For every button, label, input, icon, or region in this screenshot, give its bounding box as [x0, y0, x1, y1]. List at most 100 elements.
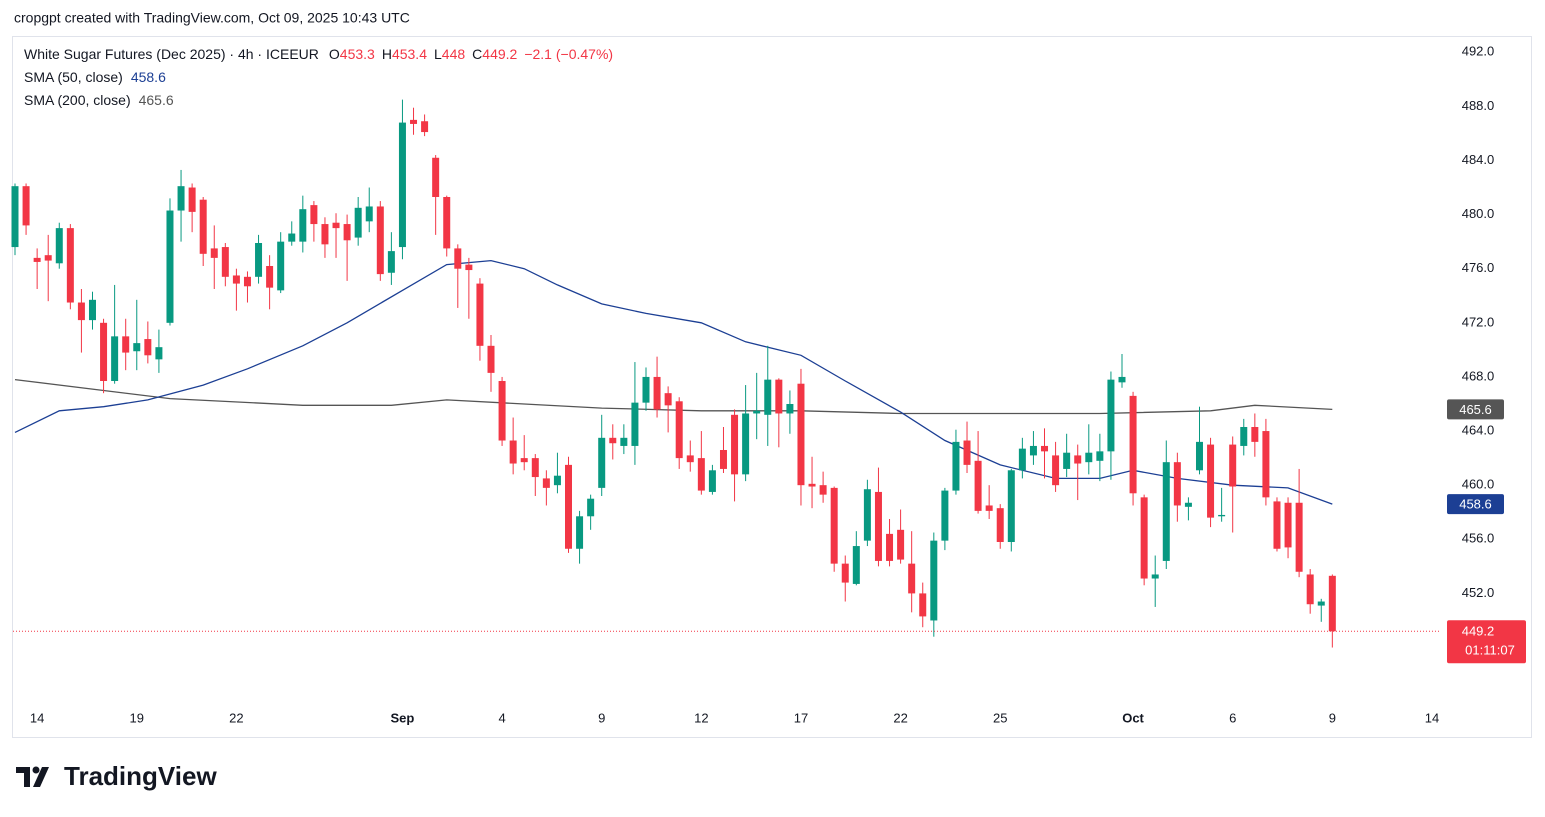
candle-body	[565, 464, 572, 549]
x-tick-label: 22	[893, 710, 907, 725]
candle-body	[122, 336, 130, 353]
candle-body	[443, 196, 451, 249]
candle-body	[719, 449, 727, 469]
candle-body	[874, 491, 882, 561]
candle-body	[886, 533, 894, 561]
x-tick-label: Sep	[391, 710, 415, 725]
y-tick-label: 472.0	[1462, 314, 1495, 329]
candle-body	[1074, 455, 1082, 464]
candle-body	[520, 458, 528, 463]
ohlc-key: H	[382, 46, 392, 62]
x-tick-label: 9	[1329, 710, 1336, 725]
candle-body	[332, 222, 340, 229]
ohlc-value: 448	[442, 46, 466, 62]
candle-body	[1240, 426, 1248, 446]
candle-body	[410, 119, 418, 124]
legend-row: SMA (200, close) 465.6	[24, 92, 174, 108]
candle-body	[199, 199, 207, 254]
y-tick-label: 492.0	[1462, 44, 1495, 59]
ohlc-value: 453.3	[340, 46, 375, 62]
price-axis: 452.0 456.0 460.0 464.0 468.0 472.0 476.0 480.0…	[1447, 44, 1526, 664]
sma-legend-value: 458.6	[131, 69, 166, 85]
candle-body	[376, 206, 384, 275]
candle-body	[88, 299, 96, 321]
candle-body	[1063, 452, 1071, 469]
candle-body	[1251, 426, 1259, 442]
candle-body	[1184, 502, 1192, 507]
candle-body	[576, 516, 584, 549]
candle-body	[863, 489, 871, 541]
candle-body	[432, 157, 440, 197]
candle-body	[299, 209, 307, 242]
candle-body	[919, 593, 927, 617]
candle-body	[221, 247, 229, 277]
candle-body	[963, 440, 971, 465]
candle-body	[343, 224, 351, 241]
candle-body	[398, 122, 406, 248]
candle-body	[553, 475, 561, 486]
candle-body	[1262, 431, 1270, 498]
candle-body	[819, 485, 827, 495]
legend-row: White Sugar Futures (Dec 2025) · 4h · IC…	[24, 46, 613, 62]
y-tick-label: 468.0	[1462, 368, 1495, 383]
plot-area: 14 19 22 Sep 4 9 12 17 22 25 Oct 6 9 14	[11, 99, 1440, 725]
candle-body	[1096, 451, 1104, 461]
candle-body	[753, 410, 761, 414]
candle-body	[365, 206, 373, 222]
candle-body	[930, 540, 938, 621]
candle-body	[33, 257, 41, 262]
x-tick-label: 25	[993, 710, 1007, 725]
logo-shape	[16, 767, 30, 787]
last-price-tag	[1447, 620, 1526, 664]
sma-price-tag-label: 458.6	[1459, 497, 1492, 512]
candle-body	[1306, 574, 1314, 605]
sma-legend-name: SMA (200, close)	[24, 92, 131, 108]
candle-body	[642, 376, 650, 403]
candle-body	[387, 251, 395, 273]
last-price-tag-label: 449.2	[1462, 624, 1495, 639]
candle-body	[1317, 601, 1325, 606]
candle-body	[266, 265, 274, 288]
candle-body	[288, 233, 296, 242]
candle-body	[786, 403, 794, 414]
y-tick-label: 484.0	[1462, 152, 1495, 167]
ohlc-value: 449.2	[482, 46, 517, 62]
candle-body	[675, 401, 683, 459]
candle-body	[708, 470, 716, 492]
candle-body	[764, 379, 772, 415]
candle-body	[974, 460, 982, 511]
candle-body	[1229, 444, 1237, 487]
candle-body	[653, 376, 661, 410]
x-tick-label: 22	[229, 710, 243, 725]
countdown-label: 01:11:07	[1465, 643, 1515, 658]
x-tick-label: 14	[1425, 710, 1439, 725]
candle-body	[1162, 462, 1170, 561]
sma-legend-name: SMA (50, close)	[24, 69, 123, 85]
candle-body	[476, 283, 484, 346]
candle-body	[155, 347, 163, 360]
candle-body	[797, 383, 805, 486]
candle-body	[1118, 376, 1126, 383]
candle-body	[1195, 441, 1203, 471]
candle-body	[1218, 514, 1226, 517]
candle-body	[11, 186, 19, 248]
candle-body	[1173, 462, 1181, 506]
candle-body	[321, 224, 329, 245]
change-label: −2.1 (−0.47%)	[524, 46, 613, 62]
candle-body	[1140, 497, 1148, 579]
candle-body	[1295, 502, 1303, 572]
ohlc-key: L	[434, 46, 442, 62]
candle-body	[77, 302, 85, 321]
candle-body	[232, 275, 240, 284]
candle-body	[277, 241, 285, 291]
sma-legend-value: 465.6	[139, 92, 174, 108]
candle-body	[1151, 574, 1159, 579]
candle-body	[1029, 445, 1037, 456]
candle-body	[166, 210, 174, 323]
candle-body	[1052, 455, 1060, 486]
candle-body	[487, 345, 495, 373]
logo-shape	[33, 767, 49, 787]
candle-body	[742, 413, 750, 475]
candle-body	[255, 242, 263, 277]
y-tick-label: 488.0	[1462, 98, 1495, 113]
